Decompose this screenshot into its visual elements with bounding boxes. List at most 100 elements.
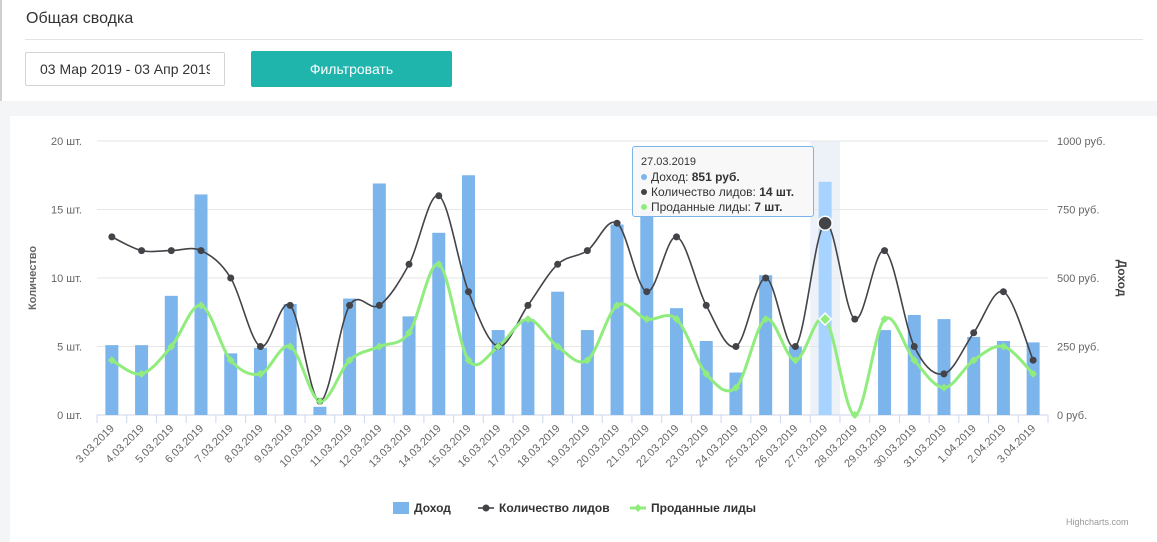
leads-point[interactable] <box>405 260 413 268</box>
panel-separator <box>0 101 1157 116</box>
bar[interactable] <box>402 316 416 415</box>
leads-point[interactable] <box>643 288 651 296</box>
leads-point[interactable] <box>940 370 948 378</box>
leads-point[interactable] <box>108 233 116 241</box>
y-left-tick-label: 5 шт. <box>57 342 82 354</box>
sold-leads-point[interactable] <box>286 342 295 351</box>
sold-leads-point[interactable] <box>818 312 833 327</box>
bar[interactable] <box>788 346 802 416</box>
tooltip-value: 14 шт. <box>759 185 795 199</box>
sold-leads-point[interactable] <box>553 342 562 351</box>
sold-leads-point[interactable] <box>226 356 235 365</box>
leads-point[interactable] <box>762 274 770 282</box>
sold-leads-point[interactable] <box>731 383 740 392</box>
sold-leads-point[interactable] <box>999 342 1008 351</box>
legend-label: Количество лидов <box>499 501 610 515</box>
leads-point[interactable] <box>167 247 175 255</box>
sold-leads-point[interactable] <box>583 356 592 365</box>
bar[interactable] <box>818 181 832 415</box>
sold-leads-point[interactable] <box>1029 369 1038 378</box>
bar[interactable] <box>432 232 446 415</box>
bar[interactable] <box>1026 342 1040 415</box>
bar[interactable] <box>670 308 684 415</box>
leads-point[interactable] <box>375 301 383 309</box>
sold-leads-point[interactable] <box>137 369 146 378</box>
leads-point[interactable] <box>791 343 799 350</box>
sold-leads-point[interactable] <box>791 356 800 365</box>
sold-leads-point[interactable] <box>197 301 206 310</box>
leads-point[interactable] <box>435 192 443 200</box>
sold-leads-point[interactable] <box>345 356 354 365</box>
sold-leads-point[interactable] <box>850 411 859 419</box>
leads-point[interactable] <box>227 274 235 282</box>
bar[interactable] <box>105 345 119 415</box>
bar[interactable] <box>937 319 951 415</box>
leads-point[interactable] <box>613 219 621 227</box>
sold-leads-point[interactable] <box>405 328 414 337</box>
sold-leads-point[interactable] <box>494 342 503 351</box>
legend-label: Доход <box>414 501 451 515</box>
bar[interactable] <box>640 210 654 415</box>
leads-point[interactable] <box>464 288 472 296</box>
sold-leads-point[interactable] <box>434 260 443 269</box>
leads-point[interactable] <box>673 233 681 241</box>
sold-leads-point[interactable] <box>880 315 889 324</box>
sold-leads-point[interactable] <box>256 369 265 378</box>
leads-point[interactable] <box>1029 356 1037 364</box>
leads-point[interactable] <box>256 343 264 350</box>
sold-leads-point[interactable] <box>523 315 532 324</box>
leads-point[interactable] <box>851 315 859 323</box>
leads-point[interactable] <box>817 215 833 231</box>
leads-point[interactable] <box>197 247 205 255</box>
sold-leads-point[interactable] <box>375 342 384 351</box>
bar[interactable] <box>759 275 773 415</box>
filter-button[interactable]: Фильтровать <box>251 51 452 87</box>
leads-point[interactable] <box>286 301 294 309</box>
legend-item[interactable]: Количество лидов <box>478 501 610 515</box>
bar[interactable] <box>283 304 297 415</box>
sold-leads-point[interactable] <box>167 342 176 351</box>
bar[interactable] <box>967 336 981 415</box>
leads-point[interactable] <box>554 260 562 268</box>
bar[interactable] <box>521 319 535 415</box>
sold-leads-point[interactable] <box>642 315 651 324</box>
date-range-input[interactable] <box>25 52 225 86</box>
legend-item[interactable]: Доход <box>393 501 451 515</box>
bar[interactable] <box>610 224 624 415</box>
leads-point[interactable] <box>138 247 146 255</box>
sold-leads-point[interactable] <box>107 356 116 365</box>
bar[interactable] <box>313 406 327 415</box>
bar[interactable] <box>372 183 386 415</box>
chart-credits[interactable]: Highcharts.com <box>1066 517 1129 527</box>
sold-leads-point[interactable] <box>315 397 324 406</box>
leads-point[interactable] <box>524 301 532 309</box>
sold-leads-point[interactable] <box>613 301 622 310</box>
leads-point[interactable] <box>881 247 889 255</box>
y-right-axis-title: Доход <box>1115 260 1129 297</box>
leads-point[interactable] <box>970 329 978 337</box>
leads-point[interactable] <box>583 247 591 255</box>
bar[interactable] <box>164 295 178 415</box>
sold-leads-point[interactable] <box>969 356 978 365</box>
leads-point[interactable] <box>732 343 740 350</box>
sold-leads-point[interactable] <box>702 369 711 378</box>
bar[interactable] <box>135 345 149 415</box>
sold-leads-point[interactable] <box>939 383 948 392</box>
leads-point[interactable] <box>910 343 918 350</box>
leads-point[interactable] <box>702 301 710 309</box>
sold-leads-point[interactable] <box>464 356 473 365</box>
bar[interactable] <box>580 330 594 415</box>
bar[interactable] <box>699 341 713 415</box>
bar[interactable] <box>253 347 267 415</box>
legend-item[interactable]: Проданные лиды <box>630 501 756 515</box>
bar[interactable] <box>551 291 565 415</box>
sold-leads-point[interactable] <box>672 315 681 324</box>
leads-point[interactable] <box>346 301 354 309</box>
sold-leads-point[interactable] <box>910 356 919 365</box>
leads-point[interactable] <box>999 288 1007 296</box>
bar[interactable] <box>878 330 892 415</box>
bar[interactable] <box>996 341 1010 415</box>
sold-leads-point[interactable] <box>761 315 770 324</box>
bar[interactable] <box>224 353 238 415</box>
